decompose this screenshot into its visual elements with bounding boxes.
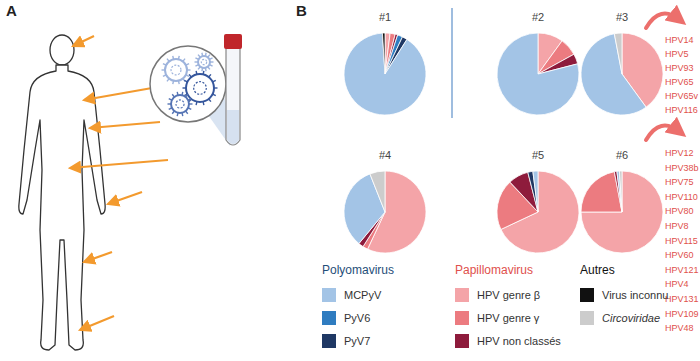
body-head [50, 35, 74, 65]
virus-capsid [198, 56, 210, 68]
virus-capsid [165, 59, 187, 81]
pie-slice [617, 171, 622, 212]
pie-slice [614, 171, 622, 212]
legend-label: Virus inconnu [602, 289, 668, 301]
figure: AB#1#2#3#4#5#6HPV14HPV5HPV93HPV65HPV65vH… [0, 0, 700, 361]
body-outline [19, 65, 105, 350]
sample-arrow [80, 316, 114, 330]
body-illustration [19, 34, 242, 350]
legend-group-title: Polyomavirus [322, 263, 394, 277]
hpv-type: HPV38b [665, 163, 699, 173]
hpv-type: HPV110 [665, 192, 698, 202]
legend-swatch [455, 334, 469, 348]
pie-slice [528, 171, 538, 212]
pie-title: #6 [616, 149, 628, 161]
hpv-type: HPV75 [665, 177, 694, 187]
pie-title: #5 [532, 149, 544, 161]
virus-icon [162, 56, 191, 84]
hpv-type: HPV116 [665, 105, 698, 115]
pie-slice [614, 33, 622, 74]
legend-label: PyV6 [344, 312, 370, 324]
hpv-type: HPV121 [665, 265, 699, 275]
legend-swatch [580, 288, 594, 302]
hpv-type: HPV8 [665, 221, 689, 231]
sample-arrow [84, 88, 152, 100]
virus-genome [194, 82, 207, 95]
curved-arrow [646, 126, 680, 140]
legend-label: PyV7 [344, 335, 370, 347]
legend-label: HPV genre β [477, 289, 540, 301]
pie-title: #4 [379, 149, 391, 161]
pie-title: #1 [379, 11, 391, 23]
hpv-type: HPV80 [665, 206, 694, 216]
hpv-type: HPV12 [665, 148, 694, 158]
legend-swatch [580, 311, 594, 325]
pie-slice [382, 33, 385, 74]
virus-icon [168, 92, 193, 116]
hpv-type: HPV131 [665, 294, 699, 304]
hpv-type: HPV48 [665, 323, 694, 333]
legend-swatch [455, 288, 469, 302]
virus-capsid [171, 95, 189, 113]
curved-arrow [646, 14, 680, 28]
virus-genome [171, 65, 181, 75]
legend: Polyomavirus MCPyV PyV6 PyV7 Papillomavirus H… [322, 263, 668, 348]
virus-capsid [186, 74, 214, 102]
tube-cap [224, 34, 242, 49]
pie-chart: #1 [344, 11, 426, 115]
pie-chart: #6 [581, 149, 663, 253]
pie-chart: #3 [581, 11, 663, 115]
virus-genome [176, 100, 184, 108]
legend-group-title: Autres [580, 263, 615, 277]
hpv-type: HPV93 [665, 63, 694, 73]
legend-label: HPV genre γ [477, 312, 540, 324]
hpv-type: HPV109 [665, 309, 699, 319]
hpv-type: HPV65v [665, 91, 699, 101]
separator [451, 8, 453, 118]
hpv-list: HPV14 HPV5 HPV93 HPV65 HPV65v HPV116 [646, 14, 699, 115]
legend-swatch [322, 334, 336, 348]
pie-slice [619, 171, 622, 212]
pie-title: #2 [532, 11, 544, 23]
legend-swatch [322, 311, 336, 325]
hpv-type: HPV5 [665, 49, 689, 59]
sample-arrow [90, 122, 160, 128]
pie-chart: #4 [344, 149, 426, 253]
legend-swatch [322, 288, 336, 302]
hpv-type: HPV60 [665, 250, 694, 260]
pie-chart: #2 [497, 11, 579, 115]
virus-genome [201, 59, 206, 64]
pie-slice [497, 33, 579, 115]
legend-label: MCPyV [344, 289, 382, 301]
sample-arrow [70, 160, 168, 168]
legend-group-title: Papillomavirus [455, 263, 533, 277]
pie-title: #3 [616, 11, 628, 23]
hpv-type: HPV115 [665, 236, 698, 246]
panel-label: B [296, 2, 307, 19]
pie-slice [370, 171, 385, 212]
pie-slice [344, 33, 426, 115]
sample-arrow [108, 192, 142, 204]
legend-label: Circoviridae [602, 312, 660, 324]
pie-slice [581, 34, 646, 115]
pie-slice [581, 171, 663, 253]
legend-swatch [455, 311, 469, 325]
virus-icon [195, 53, 214, 72]
pie-slice [581, 172, 622, 212]
pie-slice [533, 171, 538, 212]
hpv-type: HPV14 [665, 35, 694, 45]
pie-chart: #5 [497, 149, 579, 253]
zoom-circle [150, 46, 226, 122]
sample-arrow [84, 252, 112, 262]
hpv-list: HPV12 HPV38b HPV75 HPV110 HPV80 HPV8 HPV115 HPV… [646, 126, 699, 334]
hpv-type: HPV4 [665, 279, 689, 289]
legend-label: HPV non classés [477, 335, 561, 347]
panel-label: A [6, 2, 17, 19]
tube-liquid [227, 110, 239, 144]
sample-tube [226, 48, 240, 145]
hpv-type: HPV65 [665, 77, 694, 87]
sample-arrow [73, 36, 94, 46]
